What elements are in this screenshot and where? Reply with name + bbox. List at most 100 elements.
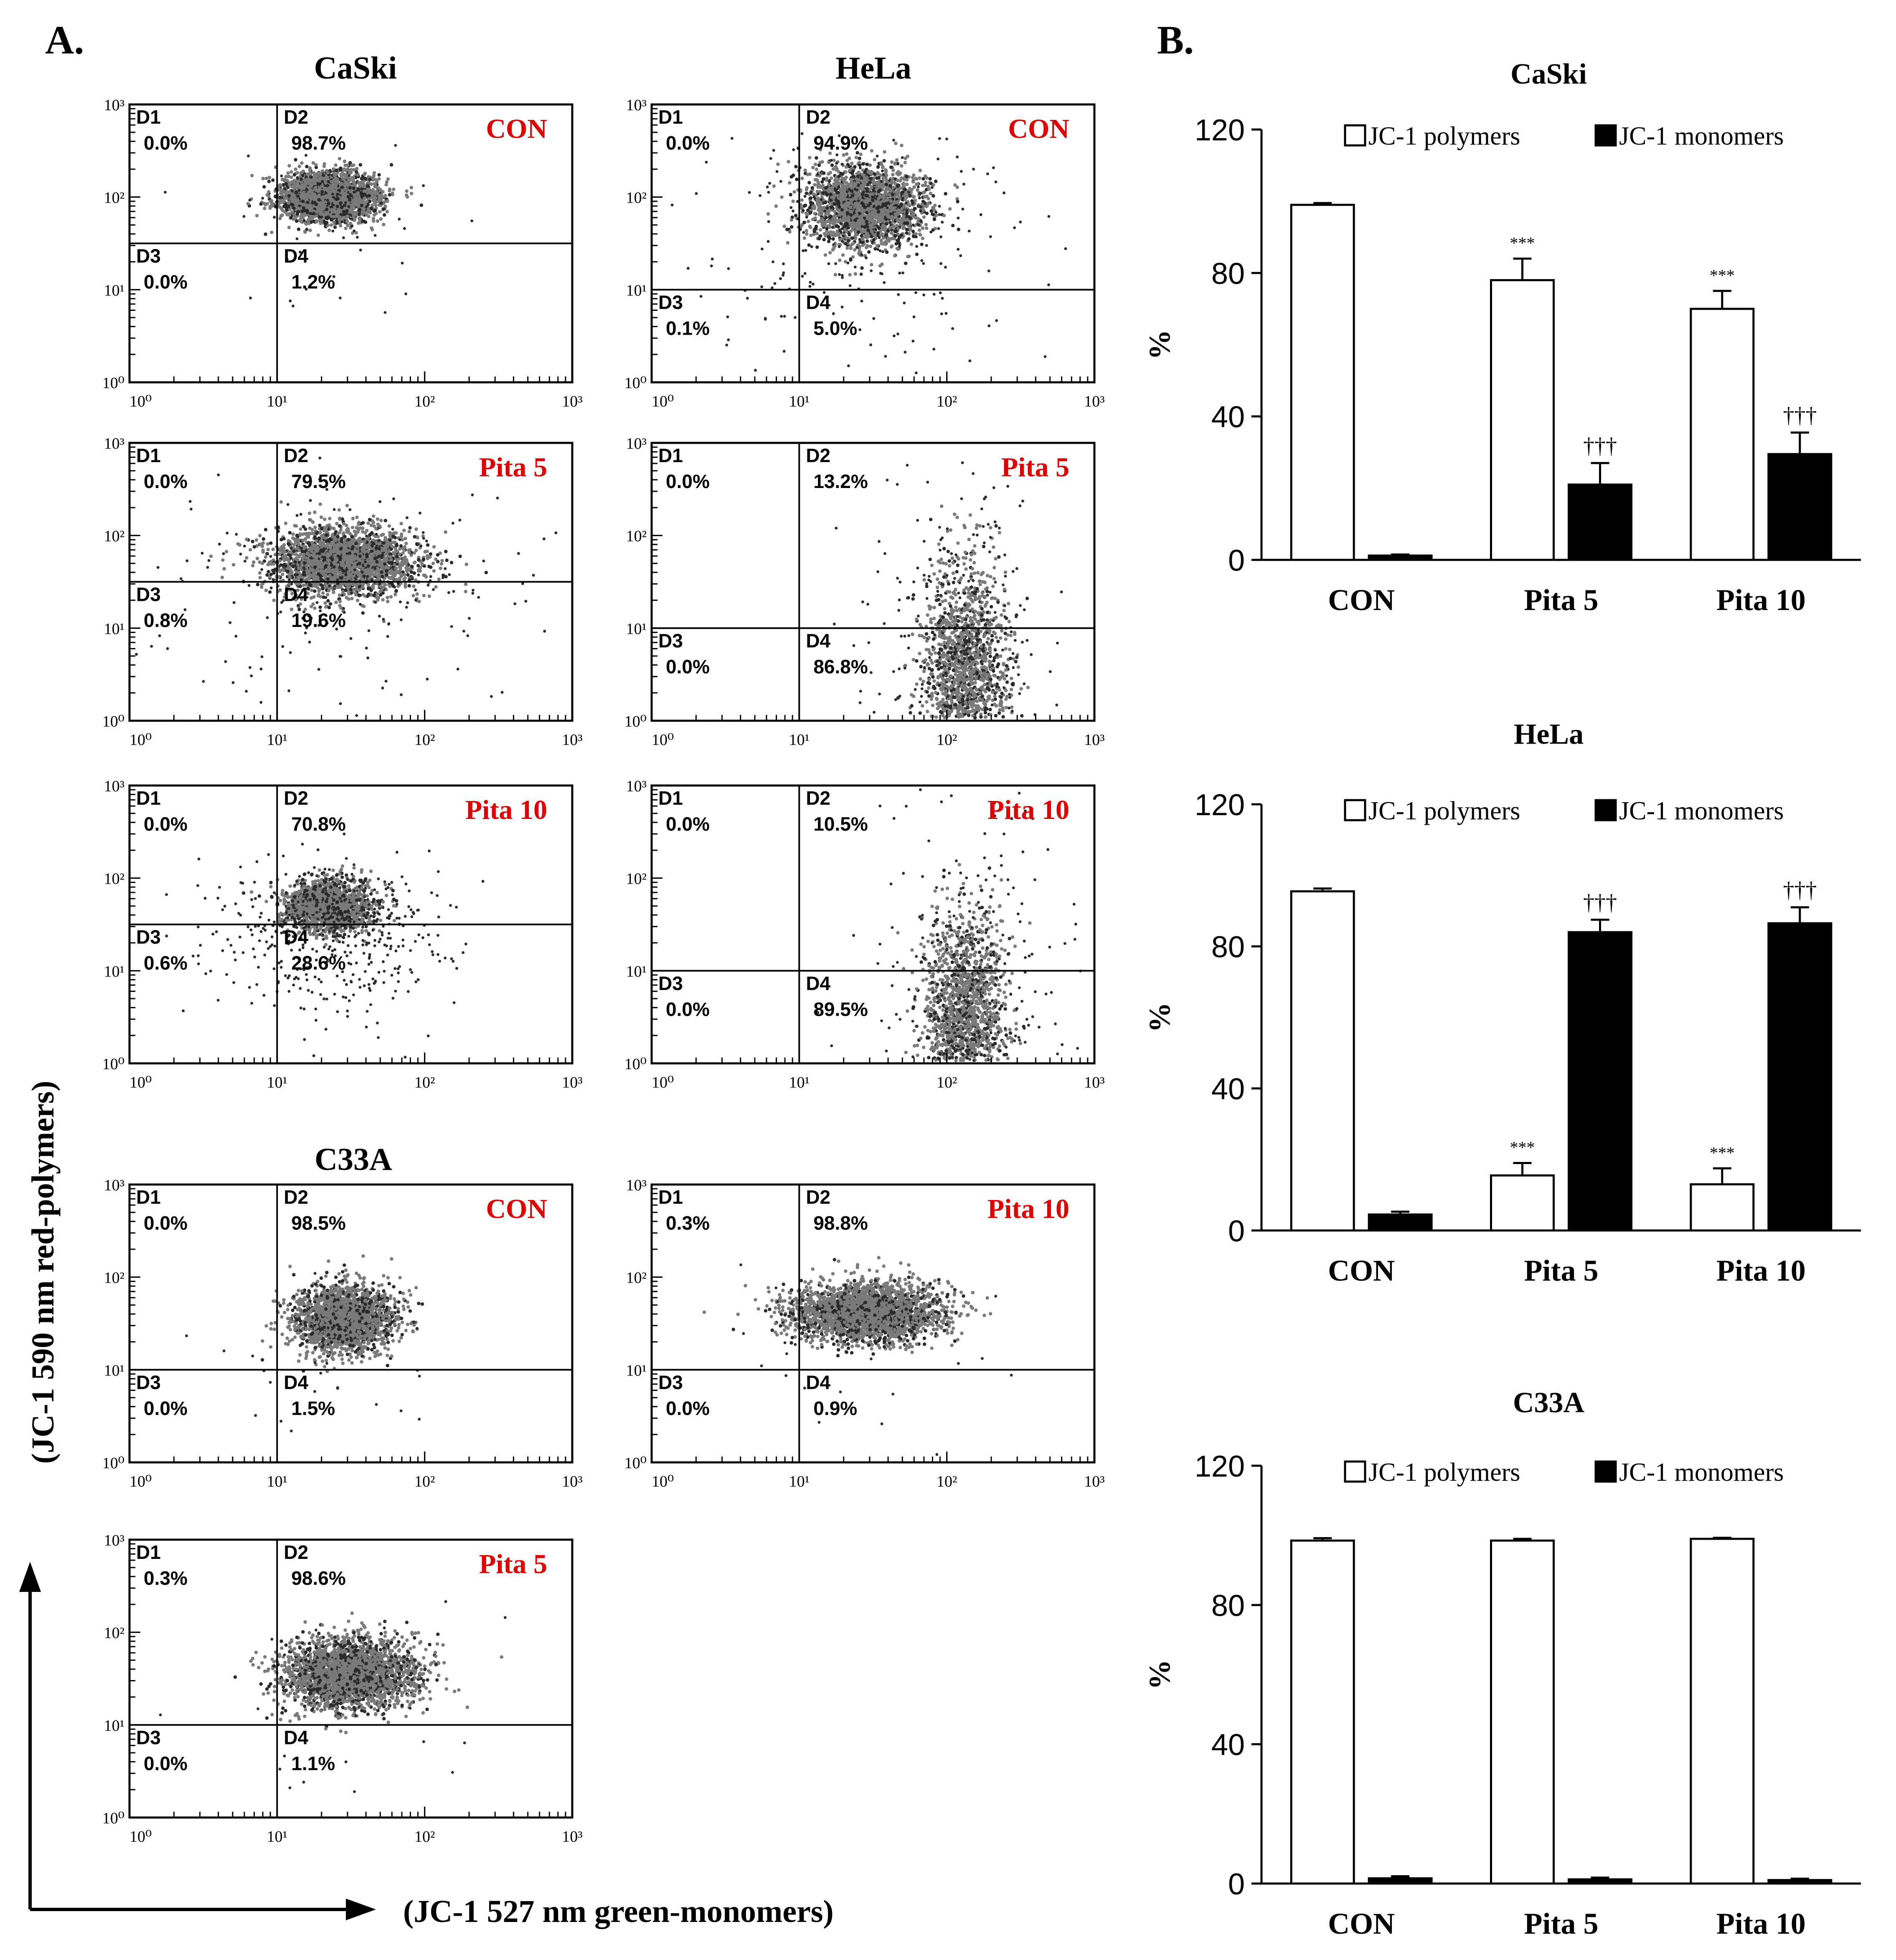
cell-event-dot xyxy=(726,315,729,318)
cell-event-dot xyxy=(925,195,929,198)
cell-event-dot xyxy=(830,176,833,180)
cell-event-dot xyxy=(822,171,825,175)
y-tick-label: 10² xyxy=(104,189,124,207)
cell-event-dot xyxy=(786,241,789,244)
cell-event-dot xyxy=(1044,355,1047,358)
cell-event-dot xyxy=(802,249,805,252)
cell-event-dot xyxy=(840,198,843,201)
cell-event-dot xyxy=(287,164,291,168)
cell-event-dot xyxy=(892,139,895,142)
cell-event-dot xyxy=(814,216,817,220)
scatter-hela-con: 10⁰ 10¹ 10² 10³10⁰10¹10²10³D10.0%D294.9%D30… xyxy=(624,97,1105,410)
cell-event-dot xyxy=(828,219,831,223)
cell-event-dot xyxy=(345,209,348,213)
cell-event-dot xyxy=(906,221,909,225)
cell-event-dot xyxy=(405,189,409,193)
cell-event-dot xyxy=(1064,247,1067,250)
cell-event-dot xyxy=(880,180,883,183)
cell-event-dot xyxy=(860,201,864,205)
cell-event-dot xyxy=(817,163,821,167)
cell-event-dot xyxy=(349,190,353,193)
cell-event-dot xyxy=(362,207,365,211)
cell-event-dot xyxy=(956,155,959,158)
cell-event-dot xyxy=(871,225,874,229)
cell-event-dot xyxy=(353,229,355,232)
cell-event-dot xyxy=(900,218,904,221)
cell-event-dot xyxy=(351,212,355,215)
cell-event-dot xyxy=(270,199,273,202)
cell-event-dot xyxy=(317,198,320,201)
cell-event-dot xyxy=(349,208,352,211)
cell-event-dot xyxy=(262,185,266,188)
cell-event-dot xyxy=(300,161,303,165)
cell-event-dot xyxy=(898,172,901,175)
cell-event-dot xyxy=(268,206,272,210)
cell-event-dot xyxy=(805,186,809,189)
cell-event-dot xyxy=(900,207,904,210)
cell-event-dot xyxy=(894,142,897,145)
cell-event-dot xyxy=(842,194,845,197)
cell-event-dot xyxy=(355,170,358,173)
figure: 10⁰ 10¹ 10² 10³10⁰10¹10²10³D10.0%D298.7%D30… xyxy=(0,0,1896,1960)
cell-event-dot xyxy=(896,247,899,250)
cell-event-dot xyxy=(840,208,844,211)
cell-event-dot xyxy=(911,180,915,183)
cell-event-dot xyxy=(828,237,831,240)
cell-event-dot xyxy=(322,195,326,198)
cell-event-dot xyxy=(814,163,817,166)
cell-event-dot xyxy=(303,219,306,222)
cell-event-dot xyxy=(870,229,873,233)
cell-event-dot xyxy=(888,184,892,188)
cell-event-dot xyxy=(811,166,815,169)
cell-event-dot xyxy=(890,245,893,249)
cell-event-dot xyxy=(813,212,816,215)
cell-event-dot xyxy=(822,238,826,241)
cell-event-dot xyxy=(944,192,947,196)
cell-event-dot xyxy=(829,193,832,196)
cell-event-dot xyxy=(915,183,918,186)
cell-event-dot xyxy=(386,210,389,213)
cell-event-dot xyxy=(372,219,375,223)
cell-event-dot xyxy=(866,244,869,247)
cell-event-dot xyxy=(805,232,808,236)
cell-event-dot xyxy=(852,175,855,178)
cell-event-dot xyxy=(883,207,886,210)
cell-event-dot xyxy=(783,224,786,228)
cell-event-dot xyxy=(912,173,915,177)
cell-event-dot xyxy=(927,188,931,191)
cell-event-dot xyxy=(885,173,888,177)
cell-event-dot xyxy=(828,225,832,229)
cell-event-dot xyxy=(291,210,294,214)
cell-event-dot xyxy=(824,253,827,257)
cell-event-dot xyxy=(883,150,886,153)
cell-event-dot xyxy=(896,227,900,230)
treatment-label: CON xyxy=(486,114,547,144)
cell-event-dot xyxy=(340,182,343,185)
cell-event-dot xyxy=(866,163,869,166)
cell-event-dot xyxy=(301,200,305,203)
cell-event-dot xyxy=(957,248,959,251)
cell-event-dot xyxy=(805,192,808,195)
cell-event-dot xyxy=(844,170,847,174)
cell-event-dot xyxy=(921,184,924,187)
cell-event-dot xyxy=(906,195,909,198)
cell-event-dot xyxy=(371,188,375,191)
cell-event-dot xyxy=(298,185,301,188)
cell-event-dot xyxy=(359,163,362,166)
cell-event-dot xyxy=(353,219,356,222)
cell-event-dot xyxy=(841,211,844,215)
cell-event-dot xyxy=(287,194,291,197)
cell-event-dot xyxy=(334,185,337,188)
cell-event-dot xyxy=(289,216,292,219)
cell-event-dot xyxy=(318,202,322,206)
cell-event-dot xyxy=(295,219,298,223)
cell-event-dot xyxy=(368,178,371,181)
cell-event-dot xyxy=(942,214,946,217)
cell-event-dot xyxy=(873,209,877,213)
cell-event-dot xyxy=(860,237,864,240)
cell-event-dot xyxy=(907,224,911,228)
cell-event-dot xyxy=(889,200,892,203)
cell-event-dot xyxy=(931,213,934,216)
cell-event-dot xyxy=(817,220,820,224)
cell-event-dot xyxy=(368,188,371,191)
